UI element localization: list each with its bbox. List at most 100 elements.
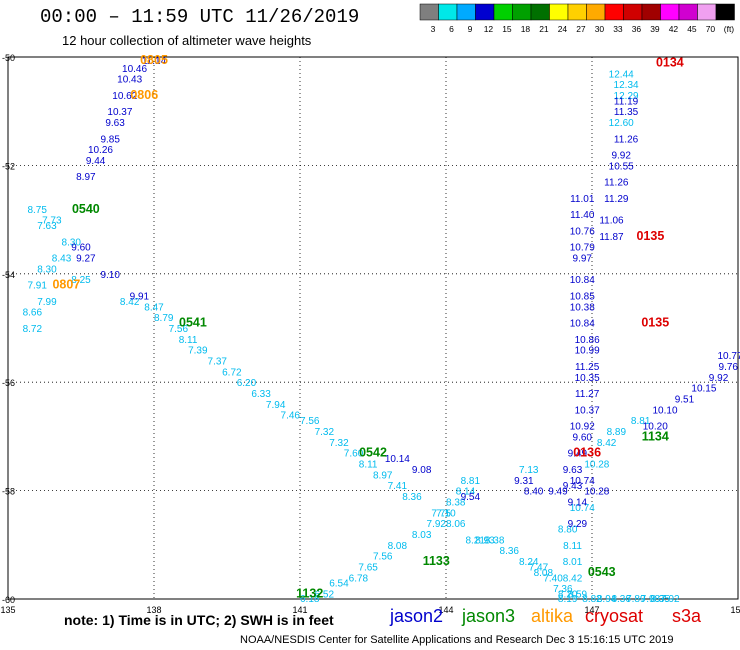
s3a-point-label: 8.97 xyxy=(373,470,393,481)
jason2-point-label: 9.60 xyxy=(71,243,91,254)
jason2-point-label: 10.15 xyxy=(691,384,716,395)
x-tick-label: 144 xyxy=(438,605,453,615)
jason2-point-label: 9.76 xyxy=(719,362,739,373)
s3a-point-label: 7.41 xyxy=(388,481,408,492)
s3a-point-label: 7.98 xyxy=(641,594,661,605)
s3a-point-label: 8.93 xyxy=(475,535,495,546)
altika-point-label: 0807 xyxy=(52,278,80,292)
jason2-point-label: 10.14 xyxy=(385,454,410,465)
s3a-point-label: 8.25 xyxy=(71,275,91,286)
jason2-point-label: 11.19 xyxy=(614,96,639,107)
y-tick-label: -60 xyxy=(2,595,15,605)
jason2-point-label: 9.85 xyxy=(100,134,120,145)
cryosat-point-label: 0135 xyxy=(641,316,669,330)
s3a-point-label: 8.75 xyxy=(27,205,47,216)
colorbar-label: 3 xyxy=(431,24,436,34)
jason2-point-label: 10.84 xyxy=(570,319,595,330)
jason2-point-label: 10.46 xyxy=(122,64,147,75)
x-tick-label: 141 xyxy=(292,605,307,615)
jason2-point-label: 10.99 xyxy=(575,346,600,357)
s3a-point-label: 6.78 xyxy=(349,573,369,584)
jason3-point-label: 0540 xyxy=(72,202,100,216)
s3a-point-label: 7.65 xyxy=(358,562,378,573)
s3a-point-label: 7.40 xyxy=(543,573,563,584)
colorbar: 3 6 9 12 15 18 21 24 27 30 33 36 39 42 45 70 (ft) xyxy=(419,3,735,34)
jason2-point-label: 10.37 xyxy=(107,107,132,118)
jason2-point-label: 9.92 xyxy=(709,373,729,384)
footer-credit: NOAA/NESDIS Center for Satellite Applica… xyxy=(240,634,674,646)
s3a-point-label: 6.52 xyxy=(315,590,335,601)
altika-point-label: 0806 xyxy=(130,88,158,102)
colorbar-label: 9 xyxy=(468,24,473,34)
s3a-point-label: 7.13 xyxy=(519,465,539,476)
s3a-point-label: 8.79 xyxy=(154,313,174,324)
jason2-point-label: 10.85 xyxy=(570,291,595,302)
jason2-point-label: 9.92 xyxy=(611,151,631,162)
s3a-point-label: 7.32 xyxy=(315,427,335,438)
s3a-point-label: 8.66 xyxy=(23,308,43,319)
jason3-point-label: 1134 xyxy=(642,429,669,443)
jason2-point-label: 11.40 xyxy=(570,210,595,221)
jason2-point-label: 11.27 xyxy=(575,389,600,400)
jason2-point-label: 11.87 xyxy=(599,232,624,243)
s3a-point-label: 6.54 xyxy=(329,579,349,590)
s3a-point-label: 8.81 xyxy=(631,416,651,427)
s3a-point-label: 7.94 xyxy=(266,400,286,411)
jason2-point-label: 10.62 xyxy=(112,91,137,102)
s3a-point-label: 8.30 xyxy=(62,237,82,248)
jason2-point-label: 8.97 xyxy=(76,172,96,183)
jason2-point-label: 11.26 xyxy=(614,134,639,145)
jason2-point-label: 9.44 xyxy=(86,156,106,167)
jason2-point-label: 11.35 xyxy=(614,107,639,118)
s3a-point-label: 7.37 xyxy=(208,357,228,368)
jason2-point-label: 9.91 xyxy=(130,291,150,302)
s3a-point-label: 8.38 xyxy=(485,535,505,546)
s3a-point-label: 6.18 xyxy=(300,594,320,605)
s3a-point-label: 12.44 xyxy=(609,69,634,80)
s3a-point-label: 7.75 xyxy=(431,508,451,519)
s3a-point-label: 8.80 xyxy=(558,525,578,536)
s3a-point-label: 7.56 xyxy=(373,552,393,563)
s3a-point-label: 8.14 xyxy=(456,487,476,498)
legend-jason2: jason2 xyxy=(390,606,444,626)
s3a-point-label: 8.08 xyxy=(388,541,408,552)
jason3-point-label: 0542 xyxy=(359,446,387,460)
colorbar-label: 42 xyxy=(669,24,679,34)
chart-subtitle: 12 hour collection of altimeter wave hei… xyxy=(62,33,312,48)
s3a-point-label: 8.11 xyxy=(359,460,378,471)
colorbar-label: 70 xyxy=(706,24,716,34)
footer-note: note: 1) Time is in UTC; 2) SWH is in fe… xyxy=(64,612,334,628)
s3a-point-label: 8.72 xyxy=(23,324,43,335)
s3a-point-label: 10.74 xyxy=(570,503,595,514)
jason2-point-label: 10.86 xyxy=(575,335,600,346)
jason2-point-label: 11.14 xyxy=(142,56,167,67)
jason2-point-label: 10.84 xyxy=(570,275,595,286)
jason2-point-label: 9.97 xyxy=(573,254,593,265)
jason2-point-label: 8.40 xyxy=(524,487,544,498)
y-tick-label: -56 xyxy=(2,378,15,388)
s3a-point-label: 7.10 xyxy=(436,508,456,519)
legend-jason3: jason3 xyxy=(462,606,516,626)
jason2-point-label: 9.08 xyxy=(412,465,432,476)
jason2-point-label: 11.25 xyxy=(575,362,600,373)
jason2-point-label: 10.10 xyxy=(652,405,677,416)
jason2-point-label: 10.92 xyxy=(570,422,595,433)
s3a-point-label: 8.24 xyxy=(519,557,539,568)
altika-point-label: 0805 xyxy=(140,53,168,67)
s3a-point-label: 7.92 xyxy=(427,519,447,530)
s3a-point-label: 8.47 xyxy=(144,302,164,313)
s3a-point-label: 8.11 xyxy=(563,541,582,552)
jason2-point-label: 9.49 xyxy=(548,487,568,498)
cryosat-point-label: 0135 xyxy=(636,229,664,243)
s3a-point-label: 8.08 xyxy=(534,568,554,579)
s3a-point-label: 8.89 xyxy=(607,427,627,438)
jason2-point-label: 10.20 xyxy=(643,422,668,433)
x-tick-label: 138 xyxy=(146,605,161,615)
s3a-point-label: 8.42 xyxy=(563,573,583,584)
s3a-point-label: 8.42 xyxy=(120,297,140,308)
s3a-point-label: 7.63 xyxy=(37,221,57,232)
s3a-point-label: 8.30 xyxy=(37,264,57,275)
s3a-point-label: 7.56 xyxy=(169,324,189,335)
jason2-point-label: 10.74 xyxy=(570,476,595,487)
